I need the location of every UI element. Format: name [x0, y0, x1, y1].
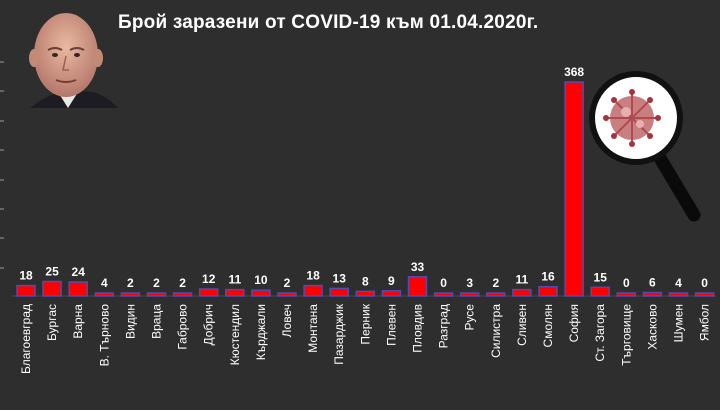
bar-16 [433, 292, 454, 297]
value-label-14: 9 [388, 274, 395, 288]
x-tick-label-7: Добрич [202, 304, 216, 345]
value-labels-group: 18 25 24 4 2 2 2 12 11 10 2 18 13 8 9 33 0 3 2 11 16 368 15 0 6 4… [19, 65, 708, 290]
bar-23 [616, 292, 637, 297]
magnifier-virus-icon [589, 71, 701, 222]
portrait-photo [29, 13, 118, 108]
value-label-23: 0 [623, 276, 630, 290]
value-label-22: 15 [594, 270, 608, 284]
bar-25 [668, 292, 689, 297]
bar-24 [642, 291, 663, 297]
bar-2 [68, 281, 88, 297]
x-tick-label-8: Кюстендил [228, 304, 242, 365]
value-label-5: 2 [153, 276, 160, 290]
value-label-10: 2 [284, 276, 291, 290]
value-label-13: 8 [362, 274, 369, 288]
value-label-11: 18 [306, 269, 320, 283]
bar-14 [381, 290, 402, 297]
bar-10 [277, 292, 297, 297]
x-tick-label-15: Пловдив [411, 304, 425, 353]
x-tick-label-10: Ловеч [280, 304, 294, 337]
value-label-12: 13 [333, 271, 347, 285]
bar-12 [329, 287, 349, 297]
bar-21 [564, 81, 584, 297]
x-tick-label-14: Плевен [384, 304, 398, 346]
bar-9 [251, 289, 271, 297]
x-tick-label-3: В. Търново [97, 304, 111, 367]
x-tick-labels-group: Благоевград Бургас Варна В. Търново Видин Вра… [19, 303, 712, 374]
bar-19 [512, 288, 532, 297]
bar-4 [120, 292, 141, 297]
x-tick-label-4: Видин [123, 304, 137, 339]
value-label-19: 11 [516, 273, 529, 287]
x-tick-label-6: Габрово [176, 304, 190, 350]
bar-3 [94, 292, 115, 297]
y-axis [0, 61, 4, 269]
x-tick-label-24: Хасково [645, 304, 659, 350]
x-tick-label-18: Силистра [489, 304, 503, 358]
bar-26 [694, 292, 715, 297]
bar-6 [172, 292, 193, 297]
value-label-3: 4 [101, 276, 108, 290]
value-label-25: 4 [675, 276, 682, 290]
bars-group [16, 81, 715, 297]
x-tick-label-1: Бургас [45, 304, 59, 341]
value-label-6: 2 [179, 276, 186, 290]
x-tick-label-19: Сливен [515, 304, 529, 346]
bar-5 [146, 292, 167, 297]
value-label-2: 24 [72, 265, 86, 279]
value-label-26: 0 [701, 276, 708, 290]
bar-15 [407, 276, 428, 297]
x-tick-label-11: Монтана [306, 304, 320, 353]
value-label-0: 18 [19, 269, 33, 283]
value-label-20: 16 [541, 270, 555, 284]
bar-8 [225, 288, 245, 297]
x-tick-label-2: Варна [71, 304, 85, 339]
bar-20 [538, 285, 558, 297]
value-label-16: 0 [440, 276, 447, 290]
value-label-15: 33 [411, 260, 425, 274]
bar-18 [486, 292, 506, 297]
value-label-1: 25 [45, 264, 59, 278]
value-label-9: 10 [254, 273, 268, 287]
x-tick-label-12: Пазарджик [332, 303, 346, 364]
value-label-4: 2 [127, 276, 134, 290]
x-tick-label-5: Враца [150, 304, 164, 339]
bar-17 [459, 292, 480, 297]
value-label-17: 3 [466, 276, 473, 290]
x-tick-label-21: София [567, 304, 581, 342]
x-tick-label-0: Благоевград [19, 304, 33, 374]
chart-title: Брой заразени от COVID-19 към 01.04.2020… [118, 12, 539, 33]
x-tick-label-17: Русе [463, 304, 477, 331]
value-label-8: 11 [228, 273, 241, 287]
bar-1 [42, 280, 62, 297]
x-tick-label-20: Смолян [541, 304, 555, 347]
value-label-7: 12 [202, 272, 216, 286]
bar-7 [198, 288, 219, 297]
x-tick-label-9: Кърджали [254, 304, 268, 360]
bar-11 [303, 284, 323, 297]
bar-0 [16, 284, 36, 297]
x-tick-label-25: Шумен [672, 304, 686, 342]
x-tick-label-16: Разград [437, 304, 451, 348]
x-tick-label-23: Търговище [619, 304, 633, 366]
x-tick-label-13: Перник [358, 303, 372, 344]
value-label-24: 6 [649, 276, 656, 290]
value-label-18: 2 [492, 276, 499, 290]
value-label-21: 368 [564, 65, 584, 79]
x-tick-label-26: Ямбол [698, 304, 712, 341]
bar-22 [590, 286, 610, 297]
x-tick-label-22: Ст. Загора [593, 304, 607, 362]
bar-13 [355, 290, 376, 297]
